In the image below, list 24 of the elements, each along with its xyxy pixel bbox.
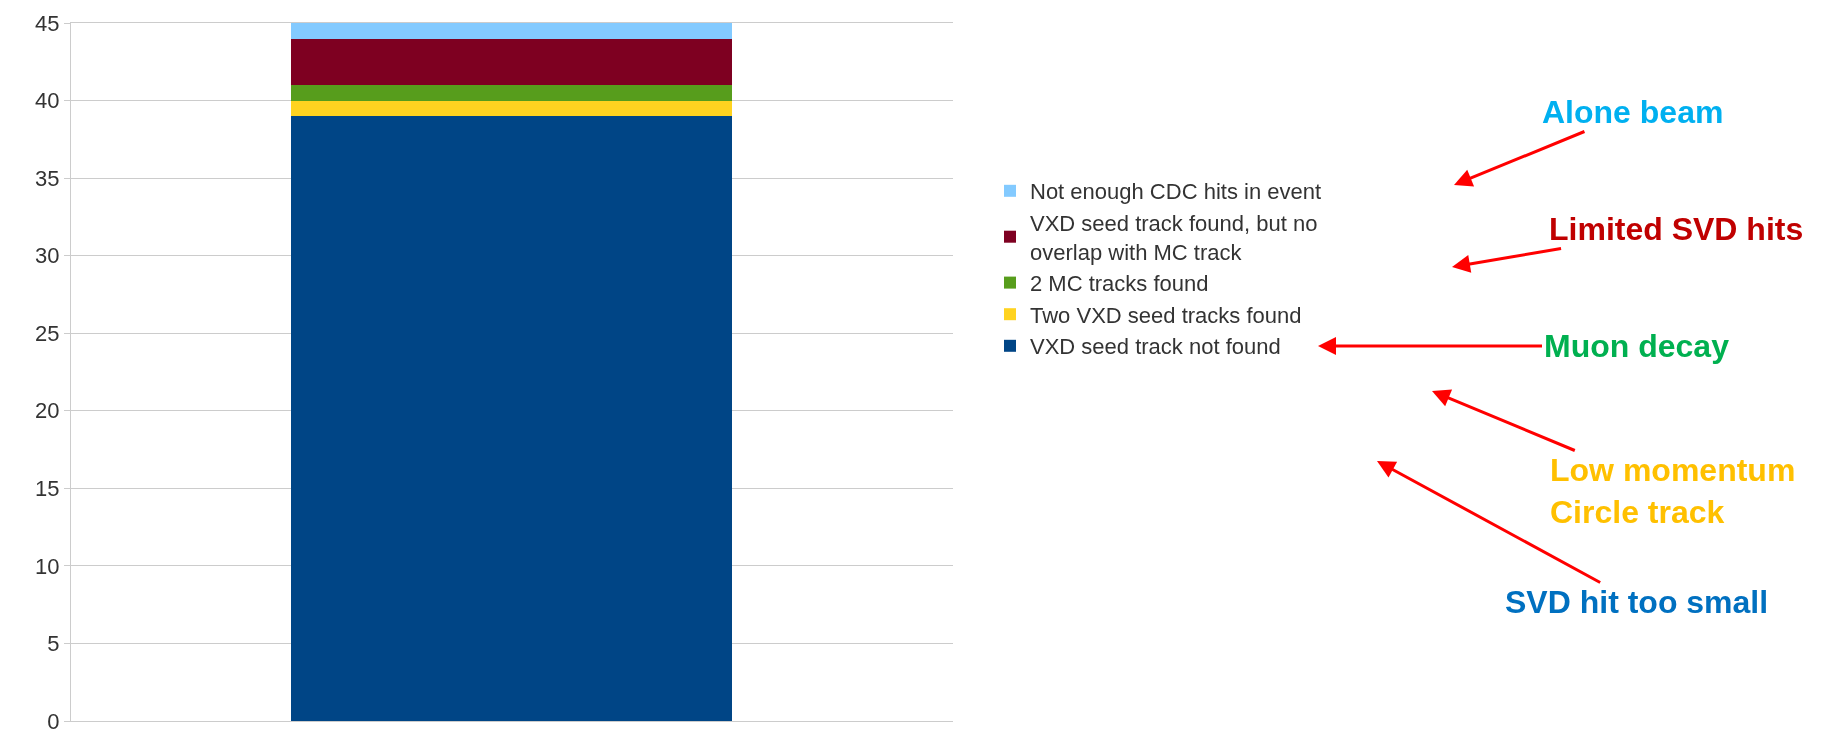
y-tick-label: 40: [35, 88, 60, 114]
text: Muon decay: [1544, 328, 1730, 364]
legend-label: Not enough CDC hits in event: [1030, 179, 1322, 205]
y-tick-label: 15: [35, 476, 60, 502]
y-tick-label: 0: [47, 708, 60, 734]
y-tick-label: 5: [47, 631, 60, 657]
y-tick-label: 35: [35, 165, 60, 191]
text: SVD hit too small: [1505, 584, 1769, 620]
y-tick-label: 45: [35, 10, 60, 36]
text: Low momentum Circle track: [1550, 452, 1796, 530]
bar: [291, 100, 733, 117]
legend-label: 2 MC tracks found: [1030, 271, 1209, 297]
legend-label: VXD seed track not found: [1030, 334, 1281, 360]
legend-label: Two VXD seed tracks found: [1030, 302, 1302, 328]
legend-label: VXD seed track found, but no overlap with MC track: [1030, 210, 1318, 265]
bar: [291, 38, 733, 86]
text: Alone beam: [1542, 94, 1724, 130]
y-tick-label: 30: [35, 243, 60, 269]
text: Limited SVD hits: [1549, 211, 1804, 247]
y-tick-label: 10: [35, 553, 60, 579]
bar: [291, 85, 733, 101]
y-tick-label: 25: [35, 320, 60, 346]
bar: [291, 23, 733, 39]
y-tick-label: 20: [35, 398, 60, 424]
